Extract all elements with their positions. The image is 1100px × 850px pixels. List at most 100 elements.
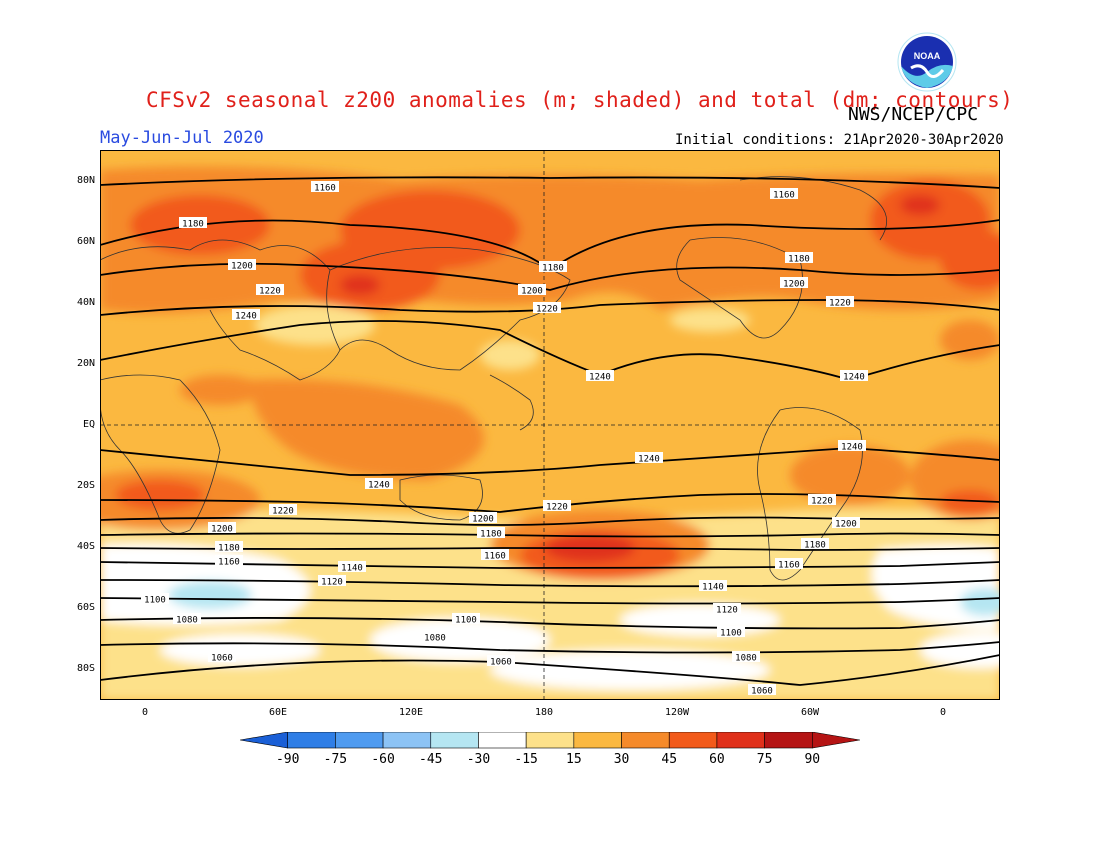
- lat-label: 80N: [76, 175, 95, 186]
- contour-label: 1200: [228, 259, 256, 272]
- contour-label: 1220: [256, 284, 284, 297]
- lon-label: 60E: [268, 707, 288, 718]
- contour-label-text: 1200: [835, 520, 857, 530]
- lat-label: 60N: [76, 236, 95, 247]
- noaa-logo-icon: NOAA: [897, 32, 957, 92]
- contour-label-text: 1120: [716, 606, 738, 616]
- contour-label: 1160: [311, 181, 339, 194]
- contour-label: 1220: [543, 500, 571, 513]
- contour-label-text: 1140: [341, 564, 363, 574]
- contour-label: 1220: [533, 302, 561, 315]
- contour-label-text: 1240: [841, 443, 863, 453]
- contour-labels: 1160 1160 1180 1180 1180 1200 1200 1200 …: [141, 181, 868, 697]
- colorbar-label: -15: [514, 752, 538, 767]
- contour-label: 1140: [699, 580, 727, 593]
- colorbar-label: 60: [709, 752, 725, 767]
- contour-label-text: 1080: [735, 654, 757, 664]
- contour-label: 1240: [365, 478, 393, 491]
- colorbar-label: 45: [661, 752, 678, 767]
- contour-label-text: 1100: [720, 629, 742, 639]
- lon-label: 0: [141, 707, 149, 718]
- colorbar-label: 15: [566, 752, 582, 767]
- lon-label: 0: [939, 707, 947, 718]
- colorbar-cell: [668, 732, 718, 749]
- colorbar-cell: [335, 732, 384, 749]
- colorbar-label: 90: [804, 752, 821, 767]
- contour-label: 1060: [208, 651, 236, 664]
- contour-label: 1180: [215, 541, 243, 554]
- contour-label: 1200: [469, 512, 497, 525]
- colorbar-cell: [573, 732, 622, 749]
- contour-label: 1120: [713, 603, 741, 616]
- colorbar-label: -90: [275, 752, 300, 767]
- contour-label-text: 1120: [321, 578, 343, 588]
- anomaly-map: 1160 1160 1180 1180 1180 1200 1200 1200 …: [100, 150, 1000, 700]
- contour-label-text: 1240: [843, 373, 865, 383]
- contour-label: 1200: [780, 277, 808, 290]
- contour-label: 1240: [838, 440, 866, 453]
- contour-label-text: 1180: [218, 544, 240, 554]
- agency-label: NWS/NCEP/CPC: [848, 104, 979, 125]
- contour-label: 1200: [208, 522, 236, 535]
- forecast-period: May-Jun-Jul 2020: [100, 128, 264, 148]
- contour-label: 1240: [635, 452, 663, 465]
- contour-label-text: 1180: [182, 220, 204, 230]
- contour-label: 1200: [518, 284, 546, 297]
- colorbar-label: -30: [466, 752, 491, 767]
- contour-label: 1240: [586, 370, 614, 383]
- contour-label: 1160: [215, 555, 243, 568]
- contour-label-text: 1060: [490, 658, 512, 668]
- contour-label-text: 1220: [811, 497, 833, 507]
- contour-label-text: 1220: [829, 299, 851, 309]
- contour-label-text: 1180: [788, 255, 810, 265]
- lon-label: 120W: [664, 707, 690, 718]
- lon-label: 120E: [398, 707, 424, 718]
- lat-label: EQ: [82, 419, 95, 430]
- contour-label-text: 1100: [455, 616, 477, 626]
- colorbar-cell: [287, 732, 336, 749]
- contour-label: 1080: [173, 613, 201, 626]
- contour-label-text: 1220: [272, 507, 294, 517]
- contour-label: 1220: [808, 494, 836, 507]
- contour-label: 1160: [481, 549, 509, 562]
- contour-label-text: 1220: [259, 287, 281, 297]
- contour-label-text: 1060: [211, 654, 233, 664]
- contour-label: 1220: [826, 296, 854, 309]
- contour-label-text: 1160: [314, 184, 336, 194]
- contour-label: 1160: [775, 558, 803, 571]
- contour-label: 1180: [785, 252, 813, 265]
- height-contours: [100, 176, 1000, 686]
- contour-label-text: 1080: [176, 616, 198, 626]
- colorbar-label: 30: [613, 752, 630, 767]
- lat-label: 20N: [76, 358, 95, 369]
- contour-label-text: 1200: [211, 525, 233, 535]
- contour-label: 1100: [452, 613, 480, 626]
- contour-label-text: 1220: [546, 503, 568, 513]
- colorbar-cell: [764, 732, 813, 749]
- contour-label-text: 1180: [480, 530, 502, 540]
- lat-label: 80S: [76, 663, 95, 674]
- contour-label-text: 1060: [751, 687, 773, 697]
- contour-label-text: 1160: [484, 552, 506, 562]
- contour-label-text: 1080: [424, 634, 446, 644]
- contour-label: 1100: [717, 626, 745, 639]
- contour-label: 1080: [421, 631, 449, 644]
- contour-label: 1200: [832, 517, 860, 530]
- contour-label: 1180: [539, 261, 567, 274]
- contour-label-text: 1200: [231, 262, 253, 272]
- lat-label: 20S: [76, 480, 95, 491]
- colorbar-end-high: [812, 732, 860, 749]
- contour-label: 1060: [487, 655, 515, 668]
- contour-label: 1180: [179, 217, 207, 230]
- lat-label: 60S: [76, 602, 95, 613]
- colorbar-cell: [478, 732, 527, 749]
- contour-label-text: 1240: [638, 455, 660, 465]
- lat-label: 40N: [76, 297, 95, 308]
- colorbar-label: -60: [371, 752, 395, 767]
- contour-label-text: 1140: [702, 583, 724, 593]
- contour-label-text: 1100: [144, 596, 166, 606]
- colorbar-cell: [716, 732, 765, 749]
- lat-label: 40S: [76, 541, 95, 552]
- contour-label-text: 1200: [521, 287, 543, 297]
- contour-label-text: 1180: [542, 264, 564, 274]
